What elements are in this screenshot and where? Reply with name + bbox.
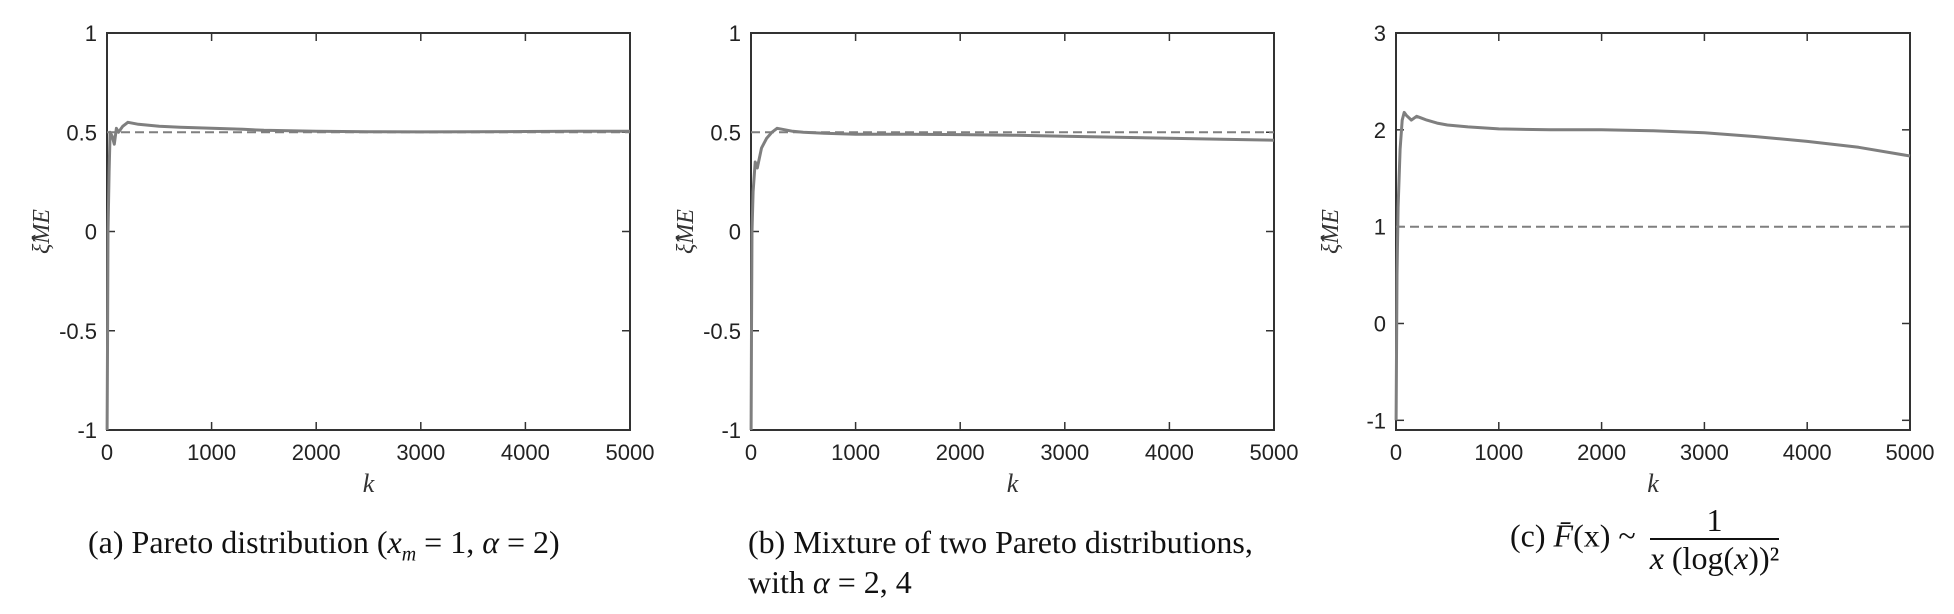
y-tick-label: 0.5: [66, 120, 97, 145]
y-tick-label: 0.5: [710, 120, 741, 145]
y-tick-label: -1: [1366, 408, 1386, 433]
y-tick-label: -0.5: [59, 319, 97, 344]
estimate-line-a: [105, 120, 630, 431]
y-tick-label: 0: [1374, 311, 1386, 336]
caption-a: (a) Pareto distribution (xm = 1, α = 2): [88, 524, 560, 566]
x-tick-label: 5000: [1886, 440, 1935, 465]
x-tick-label: 1000: [831, 440, 880, 465]
x-tick-label: 4000: [1145, 440, 1194, 465]
axes-box-b: [750, 32, 1275, 431]
x-tick-label: 0: [745, 440, 757, 465]
y-tick-label: 1: [1374, 215, 1386, 240]
x-tick-label: 0: [1390, 440, 1402, 465]
x-tick-label: 1000: [1474, 440, 1523, 465]
y-axis-label: ξ̂ME: [1318, 209, 1344, 254]
x-tick-label: 2000: [292, 440, 341, 465]
estimate-line-b: [749, 126, 1275, 431]
x-tick-label: 2000: [1577, 440, 1626, 465]
y-axis-label: ξ̂ME: [673, 209, 699, 254]
y-tick-label: -0.5: [703, 319, 741, 344]
x-tick-label: 4000: [1783, 440, 1832, 465]
axes-box-a: [106, 32, 631, 431]
estimate-line-c: [1394, 110, 1911, 421]
x-tick-label: 3000: [1040, 440, 1089, 465]
x-tick-label: 4000: [501, 440, 550, 465]
x-axis-label: k: [1007, 469, 1019, 498]
x-axis-label: k: [1647, 469, 1659, 498]
y-tick-label: -1: [77, 418, 97, 443]
x-tick-label: 3000: [1680, 440, 1729, 465]
y-tick-label: 2: [1374, 118, 1386, 143]
x-tick-label: 1000: [187, 440, 236, 465]
y-axis-label: ξ̂ME: [29, 209, 55, 254]
axes-box-c: [1395, 32, 1911, 431]
caption-b-line2: with α = 2, 4: [748, 564, 912, 600]
x-tick-label: 5000: [606, 440, 655, 465]
x-axis-label: k: [363, 469, 375, 498]
y-tick-label: 1: [85, 21, 97, 46]
caption-b-line1: (b) Mixture of two Pareto distributions,: [748, 524, 1253, 560]
y-tick-label: 3: [1374, 21, 1386, 46]
x-tick-label: 0: [101, 440, 113, 465]
y-tick-label: 0: [85, 220, 97, 245]
y-tick-label: 0: [729, 220, 741, 245]
x-tick-label: 2000: [936, 440, 985, 465]
y-tick-label: -1: [721, 418, 741, 443]
x-tick-label: 3000: [396, 440, 445, 465]
x-tick-label: 5000: [1250, 440, 1299, 465]
y-tick-label: 1: [729, 21, 741, 46]
caption-b: (b) Mixture of two Pareto distributions,…: [748, 522, 1253, 602]
